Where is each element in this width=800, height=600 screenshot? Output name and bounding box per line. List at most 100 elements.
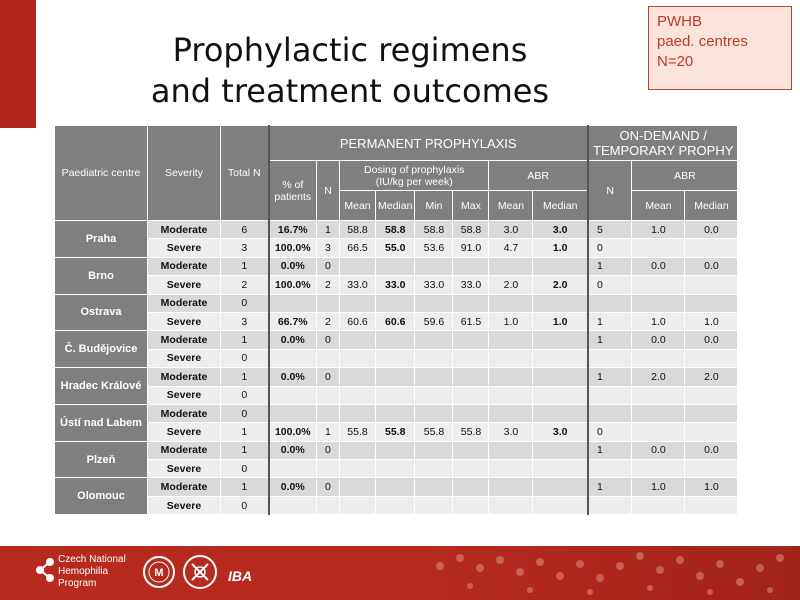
table-row: Severe 0 (55, 348, 739, 369)
abr-mean-cell: 1.0 (488, 311, 534, 332)
abr-median-cell: 2.0 (532, 275, 589, 295)
program-line-3: Program (58, 578, 97, 589)
dose-mean-cell: 66.5 (339, 238, 376, 258)
od-n-cell: 1 (586, 440, 633, 461)
hospital-seal-icon (183, 555, 217, 589)
header-dose-max: Max (452, 190, 490, 221)
total-n-cell: 0 (220, 403, 269, 424)
abr-median-cell (532, 459, 589, 479)
severity-cell: Moderate (147, 367, 221, 387)
od-abr-median-cell (684, 403, 739, 424)
dose-max-cell (452, 477, 490, 497)
dose-mean-cell (339, 459, 376, 479)
network-logo-icon (36, 558, 54, 582)
dose-median-cell: 55.8 (374, 422, 416, 442)
total-n-cell: 1 (220, 256, 269, 277)
header-ondemand: ON-DEMAND / TEMPORARY PROPHY (586, 125, 739, 161)
title-line-2: and treatment outcomes (150, 72, 550, 110)
dose-min-cell (414, 348, 454, 369)
od-abr-mean-cell (631, 422, 686, 442)
dose-mean-cell: 55.8 (339, 422, 376, 442)
pct-cell: 0.0% (267, 477, 317, 497)
dose-max-cell: 58.8 (452, 219, 490, 240)
abr-median-cell (532, 293, 589, 313)
pct-cell: 100.0% (267, 422, 317, 442)
dose-max-cell (452, 403, 490, 424)
svg-text:M: M (154, 567, 163, 579)
od-abr-median-cell: 0.0 (684, 440, 739, 461)
pct-cell (267, 459, 317, 479)
od-n-cell: 5 (586, 219, 633, 240)
n-cell: 2 (316, 311, 340, 332)
dose-min-cell: 59.6 (414, 311, 454, 332)
od-abr-median-cell: 1.0 (684, 311, 739, 332)
header-ondemand-line2: TEMPORARY PROPHY (593, 143, 734, 158)
dose-median-cell (374, 459, 416, 479)
od-abr-mean-cell (631, 495, 686, 516)
od-n-cell: 0 (586, 275, 633, 295)
dose-mean-cell (339, 367, 376, 387)
dose-max-cell: 91.0 (452, 238, 490, 258)
dose-median-cell: 58.8 (374, 219, 416, 240)
dose-min-cell: 53.6 (414, 238, 454, 258)
n-cell (316, 459, 340, 479)
dose-min-cell: 33.0 (414, 275, 454, 295)
cohort-badge: PWHB paed. centres N=20 (648, 6, 792, 90)
dose-median-cell (374, 293, 416, 313)
dose-median-cell (374, 495, 416, 516)
abr-median-cell (532, 348, 589, 369)
severity-cell: Severe (147, 311, 221, 332)
dose-min-cell (414, 330, 454, 350)
dose-mean-cell: 58.8 (339, 219, 376, 240)
od-abr-median-cell (684, 238, 739, 258)
od-abr-mean-cell (631, 348, 686, 369)
pct-cell: 100.0% (267, 275, 317, 295)
total-n-cell: 1 (220, 440, 269, 461)
abr-mean-cell (488, 459, 534, 479)
od-abr-mean-cell (631, 403, 686, 424)
dose-min-cell (414, 403, 454, 424)
n-cell: 1 (316, 422, 340, 442)
od-abr-mean-cell: 0.0 (631, 440, 686, 461)
od-n-cell: 1 (586, 311, 633, 332)
severity-cell: Severe (147, 348, 221, 369)
n-cell (316, 293, 340, 313)
dose-min-cell (414, 495, 454, 516)
od-abr-median-cell (684, 459, 739, 479)
table-row: Olomouc Moderate 1 0.0% 0 1 1.0 1.0 (54, 477, 739, 516)
severity-cell: Severe (147, 422, 221, 442)
abr-mean-cell (488, 440, 534, 461)
dose-median-cell (374, 477, 416, 497)
table-row: Ústí nad Labem Moderate 0 (54, 403, 739, 442)
od-n-cell: 1 (586, 256, 633, 277)
severity-cell: Moderate (147, 219, 221, 240)
od-abr-mean-cell: 1.0 (631, 311, 686, 332)
total-n-cell: 0 (220, 459, 269, 479)
dose-min-cell: 55.8 (414, 422, 454, 442)
abr-median-cell: 3.0 (532, 422, 589, 442)
pct-cell (267, 348, 317, 369)
abr-median-cell: 1.0 (532, 311, 589, 332)
table-row: Severe 1 100.0% 1 55.8 55.8 55.8 55.8 3.0 3.0 0 (55, 422, 739, 442)
od-abr-mean-cell: 0.0 (631, 256, 686, 277)
total-n-cell: 6 (220, 219, 269, 240)
dose-median-cell (374, 440, 416, 461)
dose-median-cell: 55.0 (374, 238, 416, 258)
header-dose-min: Min (414, 190, 454, 221)
dose-mean-cell (339, 256, 376, 277)
centre-name: Č. Budějovice (54, 330, 148, 369)
header-od-abr-median: Median (684, 190, 739, 221)
od-abr-mean-cell: 2.0 (631, 367, 686, 387)
dose-max-cell (452, 459, 490, 479)
od-abr-mean-cell (631, 293, 686, 313)
abr-mean-cell: 2.0 (488, 275, 534, 295)
abr-median-cell (532, 330, 589, 350)
table-row: Plzeň Moderate 1 0.0% 0 1 0.0 0.0 (54, 440, 739, 479)
pct-cell: 0.0% (267, 440, 317, 461)
university-seal-icon: M (143, 556, 175, 588)
pct-cell (267, 385, 317, 405)
dose-median-cell (374, 330, 416, 350)
dose-max-cell: 33.0 (452, 275, 490, 295)
severity-cell: Moderate (147, 477, 221, 497)
total-n-cell: 0 (220, 495, 269, 516)
